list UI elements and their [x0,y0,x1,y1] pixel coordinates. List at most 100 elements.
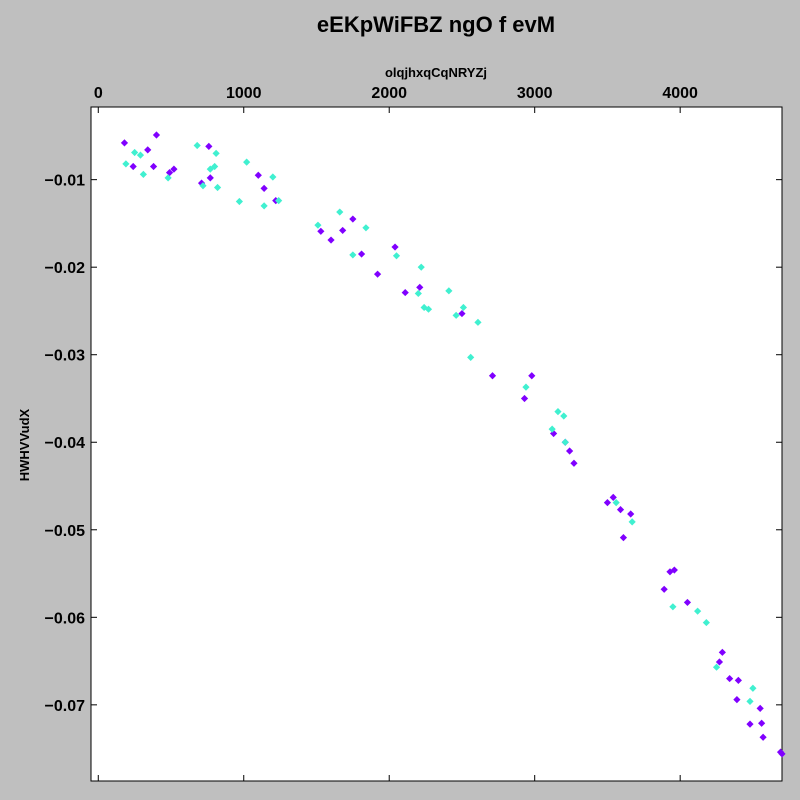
series-2-point [694,607,702,615]
series-1-point [733,695,741,704]
y-tick-label: −0.07 [45,698,86,715]
y-tick-label: −0.06 [45,610,86,627]
x-axis-label: olqjhxqCqNRYZj [385,65,487,80]
series-1-point [149,162,158,171]
series-1-point [152,131,161,139]
series-1-point [206,174,214,182]
y-axis-label: HWHVVudX [17,408,32,481]
series-2-point [362,224,370,232]
series-2-point [749,684,757,692]
data-points [120,131,786,758]
series-2-point [131,148,139,157]
series-2-point [164,174,172,182]
series-1-point [726,674,734,683]
series-1-point [528,372,536,380]
series-2-point [275,197,283,205]
series-1-point [616,506,625,514]
series-1-point [550,429,558,438]
series-1-point [327,236,335,244]
series-2-point [467,353,475,361]
y-tick-label: −0.03 [45,348,86,365]
series-1-point [170,165,178,173]
series-2-point [211,162,219,171]
series-2-point [243,158,251,166]
series-1-point [758,719,766,727]
series-2-point [136,151,145,159]
series-1-point [734,676,742,684]
series-1-point [660,585,668,593]
series-1-point [401,288,409,297]
series-1-point [391,243,399,251]
series-1-point [627,510,635,518]
series-2-point [213,183,222,192]
x-tick-label: 2000 [371,85,407,102]
series-2-point [560,412,568,420]
series-2-point [474,318,482,326]
series-1-point [339,226,347,235]
series-1-point [458,309,466,318]
series-1-point [317,227,325,235]
series-2-point [459,303,468,312]
y-tick-label: −0.01 [45,173,86,190]
series-1-point [520,394,529,403]
series-1-point [759,733,767,741]
series-1-point [619,534,628,542]
x-tick-label: 3000 [517,85,553,102]
series-1-point [416,283,424,291]
series-1-point [666,568,674,576]
plot-area [90,106,783,782]
series-2-point [420,303,428,312]
series-1-point [254,171,262,179]
series-1-point [488,372,497,380]
series-2-point [702,618,710,627]
series-1-point [165,169,174,177]
series-2-point [193,141,201,150]
series-2-point [669,603,677,611]
series-1-point [715,658,724,666]
series-2-point [424,305,433,313]
series-2-point [746,697,754,705]
series-1-point [373,270,382,278]
x-tick-label: 0 [94,85,103,102]
series-1-point [718,648,726,656]
series-1-point [683,598,692,607]
series-2-point [235,197,243,206]
series-1-point [349,215,357,223]
series-2-point [561,438,569,446]
series-2-point [548,425,556,433]
series-1-point [609,493,617,501]
series-1-point [144,146,152,154]
series-2-point [554,408,562,416]
y-tick-label: −0.04 [45,435,86,452]
chart-title: eEKpWiFBZ ngO f evM [317,12,555,37]
series-2-point [417,263,425,271]
series-1-point [205,142,213,150]
series-1-point [603,499,612,507]
series-2-point [199,182,207,190]
series-2-point [452,311,460,319]
series-2-point [392,252,401,260]
series-2-point [336,208,344,216]
series-1-point [756,704,764,712]
series-2-point [269,173,277,181]
series-1-point [260,184,268,193]
series-2-point [712,663,721,671]
series-1-point [570,459,578,467]
series-1-point [566,447,574,455]
series-2-point [522,383,530,391]
series-2-point [612,499,620,507]
series-2-point [628,518,636,526]
y-tick-label: −0.05 [45,523,86,540]
series-2-point [122,160,130,168]
series-1-point [778,750,786,758]
series-1-point [120,139,129,147]
series-2-point [314,221,322,229]
series-1-point [746,720,754,728]
series-2-point [445,287,453,295]
series-2-point [260,202,268,210]
series-2-point [349,251,357,259]
y-tick-label: −0.02 [45,260,86,277]
series-1-point [357,250,366,258]
series-2-point [212,149,220,157]
